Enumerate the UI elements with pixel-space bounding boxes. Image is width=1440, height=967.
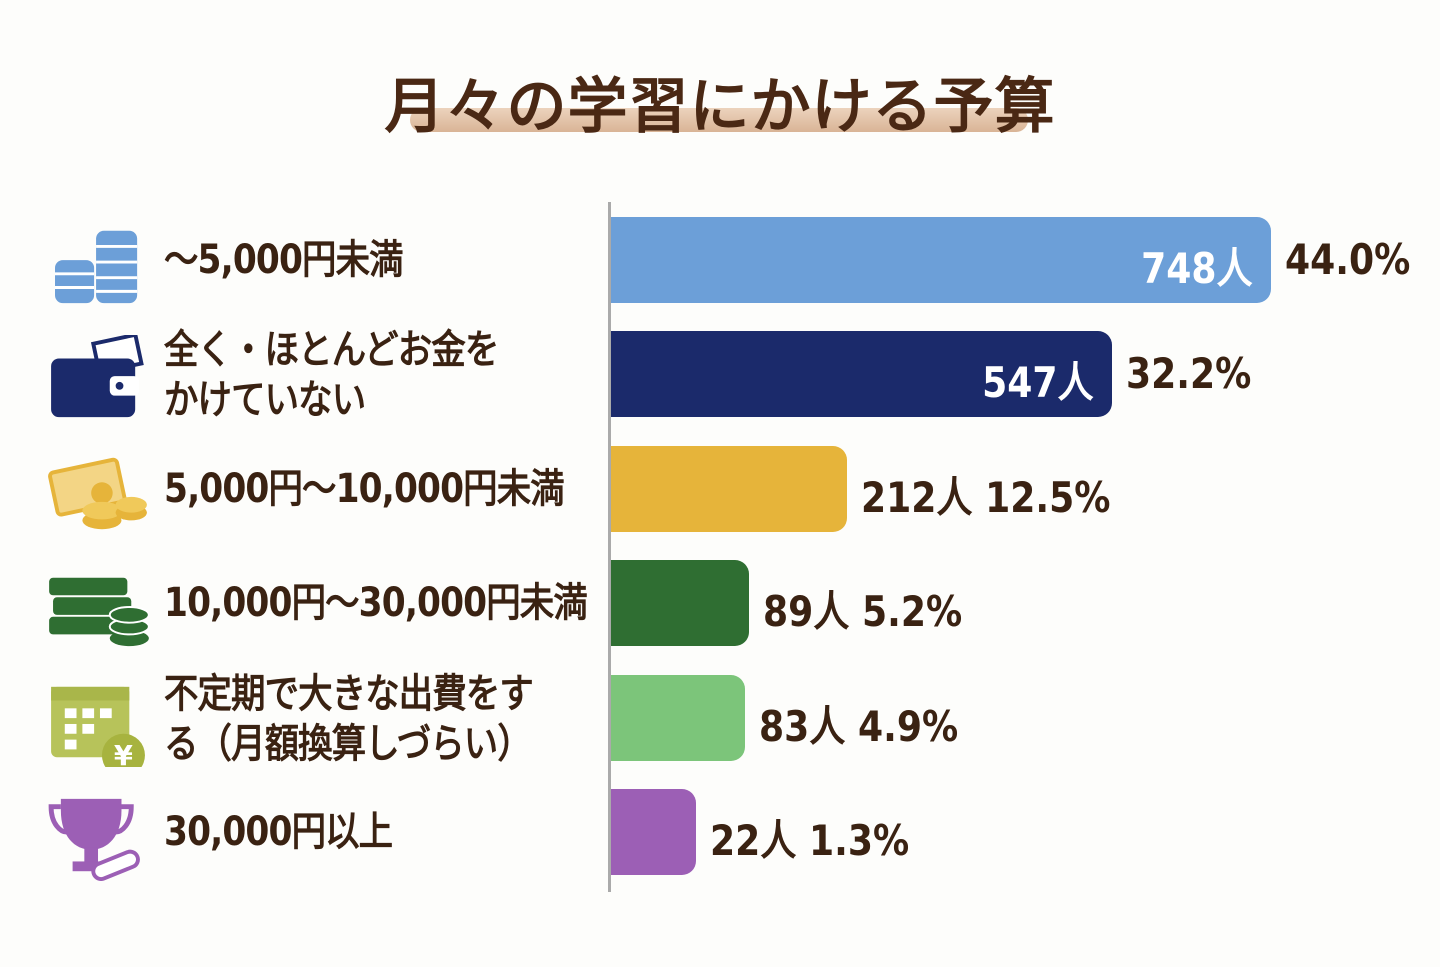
category-label-line: る（月額換算しづらい） (164, 721, 532, 767)
percent-label: 1.3% (809, 816, 910, 865)
value-label: 89人 (763, 587, 850, 636)
bar (611, 331, 1112, 417)
bar (611, 217, 1271, 303)
bar (611, 789, 697, 875)
coin-stack-icon (55, 230, 138, 304)
value-label: 22人 (710, 816, 797, 865)
value-label: 748人 (1141, 244, 1253, 293)
value-percent-label: 212人 12.5% (861, 464, 1110, 525)
percent-label: 4.9% (857, 702, 958, 751)
value-label: 83人 (758, 702, 846, 751)
percent-label: 32.2% (1125, 349, 1252, 398)
bar-row: 30,000円以上 22人 1.3% (0, 789, 1440, 881)
percent-label: 12.5% (984, 473, 1111, 522)
category-label: 30,000円以上 (164, 807, 393, 857)
bar-row: 10,000円～30,000円未満 89人 5.2% (0, 560, 1440, 648)
category-label: 5,000円～10,000円未満 (164, 464, 565, 514)
category-label: 全く・ほとんどお金を かけていない (164, 325, 499, 425)
bar-row: 5,000円～10,000円未満 212人 12.5% (0, 446, 1440, 534)
category-label-line: かけていない (164, 377, 366, 423)
category-label-line: 不定期で大きな出費をす (164, 671, 534, 717)
value-percent-label: 89人 5.2% (763, 578, 962, 639)
category-label-line: 全く・ほとんどお金を (164, 327, 499, 373)
percent-label: 5.2% (862, 587, 963, 636)
percent-label: 44.0% (1285, 235, 1411, 284)
bar-row: 全く・ほとんどお金を かけていない 547人 32.2% (0, 327, 1440, 423)
title-highlight (410, 108, 1028, 132)
value-label: 547人 (982, 358, 1094, 407)
category-label: 不定期で大きな出費をす る（月額換算しづらい） (164, 669, 534, 769)
category-label-line: 30,000円以上 (164, 809, 393, 855)
category-label-line: 5,000円～10,000円未満 (164, 466, 565, 512)
category-label-line: 10,000円～30,000円未満 (164, 580, 588, 626)
books-coins-icon (49, 577, 150, 647)
category-axis-line (608, 202, 611, 892)
bar-row: ～5,000円未満 748人 44.0% (0, 217, 1440, 305)
svg-text:¥: ¥ (114, 741, 133, 767)
category-label: 10,000円～30,000円未満 (164, 578, 588, 628)
bar (611, 675, 745, 761)
bar (611, 446, 847, 532)
wallet-icon (51, 335, 144, 418)
chart-title: 月々の学習にかける予算 (384, 72, 1056, 142)
category-label: ～5,000円未満 (164, 235, 404, 285)
value-percent-label: 22人 1.3% (710, 807, 909, 868)
bar-row: ¥ 不定期で大きな出費をす る（月額換算しづらい） 83人 4.9% (0, 671, 1440, 767)
trophy-diploma-icon (48, 798, 140, 881)
cash-coins-icon (48, 457, 147, 530)
calendar-yen-icon: ¥ (51, 686, 145, 767)
bar (611, 560, 750, 646)
category-label-line: ～5,000円未満 (164, 237, 404, 283)
value-percent-label: 83人 4.9% (759, 693, 958, 754)
value-label: 212人 (860, 473, 973, 522)
